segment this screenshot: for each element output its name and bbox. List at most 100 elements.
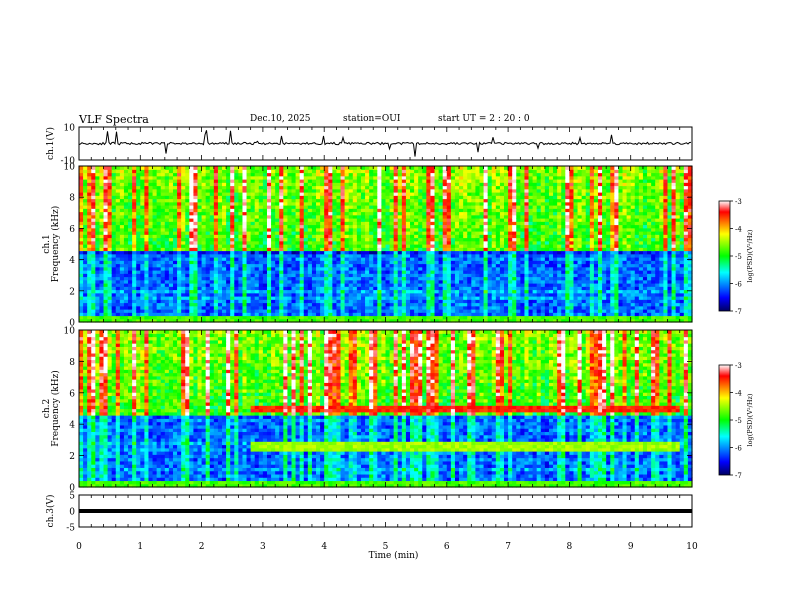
spectrogram-cell — [422, 312, 427, 317]
spectrogram-cell — [311, 221, 317, 226]
spectrogram-cell — [172, 286, 178, 291]
spectrogram-cell — [144, 224, 150, 229]
spectrogram-cell — [197, 221, 203, 226]
spectrogram-cell — [483, 182, 489, 187]
spectrogram-cell — [422, 309, 427, 313]
start-ut-label: start UT = 2 : 20 : 0 — [438, 114, 530, 124]
spectrogram-cell — [111, 166, 117, 170]
spectrogram-cell — [103, 283, 109, 287]
spectrogram-cell — [164, 195, 170, 200]
spectrogram-cell — [393, 231, 399, 235]
spectrogram-cell — [271, 185, 276, 190]
spectrogram-cell — [405, 227, 411, 232]
spectrogram-cell — [287, 318, 293, 323]
spectrogram-cell — [119, 172, 125, 177]
spectrogram-cell — [181, 205, 186, 209]
spectrogram-cell — [348, 289, 354, 294]
spectrogram-cell — [262, 208, 268, 213]
spectrogram-cell — [181, 172, 186, 177]
spectrogram-cell — [271, 240, 276, 245]
spectrogram-cell — [193, 263, 199, 268]
spectrogram-cell — [401, 250, 407, 255]
spectrogram-cell — [377, 169, 383, 174]
spectrogram-cell — [136, 247, 141, 252]
spectrogram-cell — [177, 289, 182, 294]
spectrogram-cell — [295, 257, 301, 261]
spectrogram-cell — [352, 208, 358, 213]
spectrogram-cell — [160, 318, 166, 323]
spectrogram-cell — [115, 273, 121, 278]
spectrogram-cell — [189, 266, 195, 271]
spectrogram-cell — [217, 289, 223, 294]
spectrogram-cell — [299, 192, 305, 196]
spectrogram-cell — [262, 185, 268, 190]
spectrogram-cell — [414, 208, 419, 213]
spectrogram-cell — [213, 221, 219, 226]
spectrogram-cell — [332, 302, 338, 307]
spectrogram-cell — [442, 292, 448, 297]
spectrogram-cell — [172, 218, 178, 222]
spectrogram-cell — [369, 169, 374, 174]
spectrogram-cell — [332, 270, 338, 274]
spectrogram-cell — [479, 192, 485, 196]
spectrogram-cell — [316, 312, 321, 317]
spectrogram-cell — [99, 182, 105, 187]
spectrogram-cell — [217, 172, 223, 177]
spectrogram-cell — [442, 172, 448, 177]
spectrogram-cell — [487, 263, 493, 268]
spectrogram-cell — [340, 244, 346, 248]
spectrogram-cell — [467, 292, 472, 297]
spectrogram-cell — [87, 234, 92, 239]
spectrogram-cell — [283, 169, 289, 174]
spectrogram-cell — [222, 250, 227, 255]
spectrogram-cell — [340, 179, 346, 183]
spectrogram-cell — [299, 286, 305, 291]
spectrogram-cell — [307, 240, 313, 245]
spectrogram-cell — [397, 179, 403, 183]
spectrogram-cell — [99, 192, 105, 196]
spectrogram-cell — [209, 208, 215, 213]
spectrogram-cell — [344, 240, 350, 245]
spectrogram-cell — [422, 273, 427, 278]
spectrogram-cell — [193, 318, 199, 323]
spectrogram-cell — [360, 302, 366, 307]
spectrogram-cell — [222, 296, 227, 300]
spectrogram-cell — [471, 231, 477, 235]
spectrogram-cell — [291, 250, 297, 255]
spectrogram-cell — [111, 234, 117, 239]
spectrogram-cell — [83, 198, 88, 203]
spectrogram-cell — [385, 263, 391, 268]
spectrogram-cell — [185, 283, 190, 287]
spectrogram-cell — [91, 198, 96, 203]
spectrogram-cell — [226, 172, 231, 177]
spectrogram-cell — [128, 250, 133, 255]
spectrogram-cell — [132, 315, 137, 320]
spectrogram-cell — [454, 305, 460, 310]
spectrogram-cell — [140, 270, 145, 274]
spectrogram-cell — [311, 276, 317, 281]
spectrogram-cell — [467, 302, 472, 307]
spectrogram-cell — [148, 224, 154, 229]
spectrogram-cell — [128, 309, 133, 313]
spectrogram-cell — [348, 218, 354, 222]
spectrogram-cell — [111, 175, 117, 180]
spectrogram-cell — [295, 279, 301, 284]
spectrogram-cell — [307, 286, 313, 291]
spectrogram-cell — [217, 175, 223, 180]
spectrogram-cell — [266, 192, 272, 196]
spectrogram-cell — [87, 257, 92, 261]
spectrogram-cell — [352, 195, 358, 200]
spectrogram-cell — [324, 273, 329, 278]
spectrogram-cell — [254, 276, 260, 281]
spectrogram-cell — [262, 169, 268, 174]
spectrogram-cell — [471, 253, 477, 258]
spectrogram-cell — [344, 260, 350, 265]
spectrogram-cell — [283, 179, 289, 183]
spectrogram-cell — [459, 185, 464, 190]
spectrogram-cell — [152, 318, 158, 323]
spectrogram-cell — [238, 172, 244, 177]
spectrogram-cell — [172, 253, 178, 258]
spectrogram-cell — [320, 250, 325, 255]
spectrogram-cell — [393, 175, 399, 180]
spectrogram-cell — [79, 250, 84, 255]
